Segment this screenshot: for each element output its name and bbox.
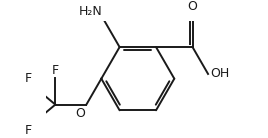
Text: H₂N: H₂N xyxy=(79,5,103,18)
Text: F: F xyxy=(25,72,32,85)
Text: O: O xyxy=(75,107,85,120)
Text: F: F xyxy=(52,64,59,77)
Text: OH: OH xyxy=(210,67,229,80)
Text: F: F xyxy=(25,124,32,137)
Text: O: O xyxy=(188,0,198,13)
